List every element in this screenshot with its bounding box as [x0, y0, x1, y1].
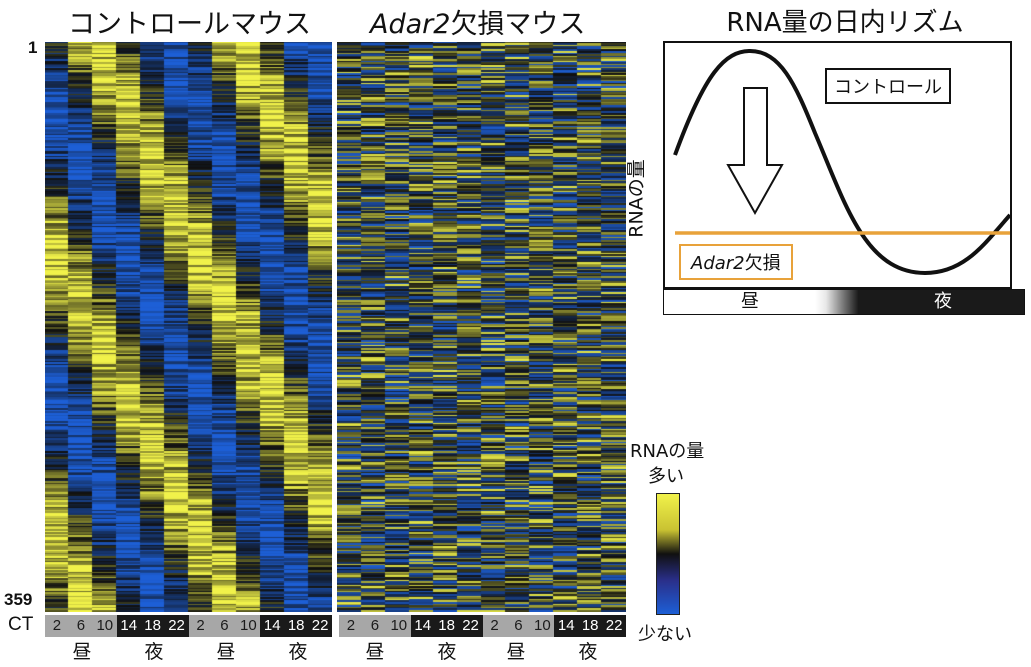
period-night-4: 夜 — [578, 641, 598, 663]
ct-bar-control: 2 6 10 14 18 22 2 6 10 14 18 22 — [45, 615, 333, 637]
decrease-arrow-icon — [726, 87, 784, 216]
control-ct-8: 10 — [236, 615, 261, 637]
ct-axis-label: CT — [8, 614, 34, 635]
control-ct-4: 18 — [140, 615, 165, 637]
color-scale-bar — [656, 493, 680, 615]
inset-title: RNA量の日内リズム — [726, 8, 964, 38]
night-label: 夜 — [934, 291, 952, 312]
control-ct-0: 2 — [45, 615, 69, 637]
period-night-3: 夜 — [437, 641, 457, 663]
mutant-ct-10: 18 — [578, 615, 603, 637]
mutant-label-suffix: 欠損 — [744, 253, 781, 274]
day-night-bar: 昼 夜 — [663, 289, 1025, 315]
inset-y-axis-label: RNAの量 — [625, 159, 648, 238]
mutant-ct-6: 2 — [482, 615, 507, 637]
control-heatmap-title: コントロールマウス — [68, 9, 311, 40]
mutant-ct-8: 10 — [530, 615, 555, 637]
legend-low-label: 少ない — [638, 624, 692, 645]
control-curve — [673, 48, 1012, 276]
control-ct-5: 22 — [164, 615, 189, 637]
rhythm-plot — [673, 48, 1012, 276]
period-day-3: 昼 — [365, 641, 385, 663]
day-label: 昼 — [741, 291, 759, 312]
mutant-ct-11: 22 — [602, 615, 627, 637]
control-ct-1: 6 — [68, 615, 93, 637]
row-label-top: 1 — [28, 38, 38, 57]
control-ct-10: 18 — [284, 615, 309, 637]
mutant-heatmap — [337, 42, 626, 612]
period-day-2: 昼 — [216, 641, 236, 663]
ct-bar-mutant: 2 6 10 14 18 22 2 6 10 14 18 22 — [339, 615, 627, 637]
mutant-ct-5: 22 — [458, 615, 483, 637]
control-ct-7: 6 — [212, 615, 237, 637]
control-ct-2: 10 — [92, 615, 117, 637]
gene-name: Adar2 — [370, 9, 451, 40]
control-ct-11: 22 — [308, 615, 333, 637]
row-label-bottom: 359 — [4, 590, 33, 609]
period-night-1: 夜 — [144, 641, 164, 663]
control-ct-6: 2 — [188, 615, 213, 637]
period-day-4: 昼 — [506, 641, 526, 663]
mutant-ct-7: 6 — [506, 615, 531, 637]
legend-high-label: 多い — [648, 466, 684, 487]
mutant-line-label: Adar2欠損 — [679, 244, 793, 280]
period-day-1: 昼 — [72, 641, 92, 663]
period-night-2: 夜 — [288, 641, 308, 663]
control-curve-label: コントロール — [825, 68, 951, 104]
legend-title: RNAの量 — [630, 441, 705, 462]
mutant-ct-3: 14 — [410, 615, 435, 637]
mutant-ct-0: 2 — [339, 615, 363, 637]
mutant-ct-4: 18 — [434, 615, 459, 637]
mutant-ct-9: 14 — [554, 615, 579, 637]
mutant-ct-1: 6 — [362, 615, 387, 637]
control-ct-9: 14 — [260, 615, 285, 637]
heatmap-divider — [332, 42, 337, 612]
mutant-gene-italic: Adar2 — [691, 253, 745, 274]
control-ct-3: 14 — [116, 615, 141, 637]
control-heatmap — [45, 42, 332, 612]
mutant-heatmap-title: Adar2欠損マウス — [370, 2, 585, 41]
mutant-ct-2: 10 — [386, 615, 411, 637]
mutant-title-suffix: 欠損マウス — [450, 9, 586, 40]
